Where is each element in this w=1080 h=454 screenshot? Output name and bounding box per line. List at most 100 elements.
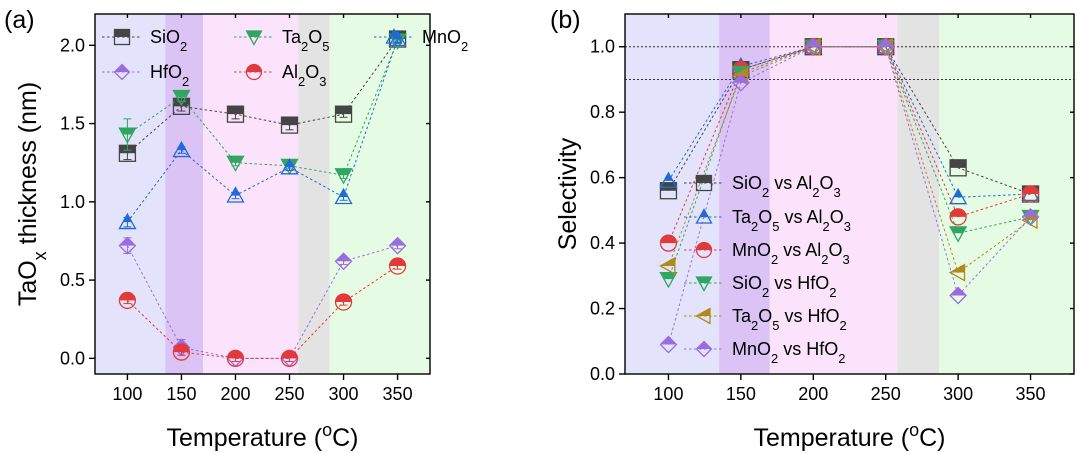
x-tick-label: 300 [329, 384, 359, 404]
x-tick-label: 250 [274, 384, 304, 404]
legend-label: HfO2 [150, 62, 189, 89]
data-point [280, 349, 299, 367]
x-axis-title: Temperature (oC) [166, 420, 358, 452]
data-point [280, 116, 299, 134]
data-point [731, 73, 750, 92]
data-point-fill [119, 128, 136, 135]
data-point [226, 349, 245, 367]
y-tick-label: 0.6 [590, 168, 615, 188]
data-point [949, 226, 968, 243]
series-line [667, 46, 1031, 280]
x-axis-title-main: Temperature ( [166, 424, 322, 452]
legend-label: SiO2 [150, 27, 187, 54]
x-tick-label: 200 [798, 384, 828, 404]
series-line [667, 46, 1031, 345]
data-point-fill [877, 38, 894, 47]
data-point [118, 212, 137, 230]
legend-label-part: SiO [150, 27, 180, 47]
y-axis-title-tail: thickness (nm) [14, 82, 42, 251]
background-band [95, 14, 166, 374]
x-tick-label: 300 [943, 384, 973, 404]
legend-label-part: vs HfO [779, 306, 839, 326]
legend-marker-fill [699, 209, 709, 217]
legend-label-part: O [308, 27, 322, 47]
y-axis-title-sub: x [30, 251, 50, 260]
data-point [659, 335, 678, 354]
legend-marker-fill [246, 31, 262, 37]
y-axis-title-main: Selectivity [554, 137, 582, 250]
data-point-fill [950, 226, 967, 234]
data-point [1021, 207, 1040, 226]
legend-item: Ta2O5 vs Al2O3 [684, 207, 851, 234]
data-point [334, 168, 353, 185]
legend-marker-fill [389, 29, 399, 37]
data-point [948, 263, 966, 282]
legend-label-part: 2 [838, 351, 845, 366]
y-tick-label: 2.0 [60, 35, 85, 55]
legend-marker-fill [246, 64, 262, 72]
data-point-fill [335, 253, 352, 262]
x-tick-label: 150 [166, 384, 196, 404]
legend-label-part: 2 [771, 252, 778, 267]
data-point [949, 286, 968, 305]
data-point-fill [285, 159, 294, 168]
legend-marker-fill [696, 175, 712, 183]
data-point [280, 158, 299, 175]
series-line [127, 265, 398, 359]
background-band [769, 14, 898, 374]
x-tick-label: 150 [726, 384, 756, 404]
legend-label-part: O [828, 240, 842, 260]
legend-label-part: 2 [751, 318, 758, 333]
legend-marker [385, 28, 403, 44]
data-point-fill [281, 350, 298, 359]
legend-label: Ta2O5 [282, 27, 329, 54]
legend-label-part: SiO [732, 173, 762, 193]
legend-marker [113, 63, 131, 81]
data-point-fill [335, 294, 352, 302]
x-tick-label: 200 [220, 384, 250, 404]
data-point [388, 236, 407, 255]
legend-marker-fill [696, 341, 712, 349]
legend-label: MnO2 vs Al2O3 [732, 240, 850, 267]
x-axis-title-tail: C) [919, 424, 945, 452]
legend-label-part: Ta [282, 27, 302, 47]
legend-label-part: 2 [182, 74, 189, 89]
data-point-fill [231, 187, 240, 196]
legend-label-part: HfO [150, 62, 182, 82]
legend-marker [695, 174, 713, 192]
legend-label-part: 3 [319, 74, 326, 89]
x-axis-title-sup: o [909, 420, 919, 440]
legend-label-part: 3 [842, 252, 849, 267]
data-point [226, 155, 245, 173]
legend-marker [245, 30, 263, 46]
legend-marker-fill [114, 29, 130, 37]
x-axis-title-main: Temperature ( [753, 424, 909, 452]
data-point-fill [335, 106, 352, 115]
data-point [226, 105, 245, 123]
legend-label-part: O [758, 306, 772, 326]
legend-label: MnO2 [422, 27, 468, 54]
legend-label: Ta2O5 vs HfO2 [732, 306, 847, 333]
panel-label: (a) [4, 6, 35, 34]
legend-label-part: 2 [298, 74, 305, 89]
x-tick-label: 350 [1016, 384, 1046, 404]
background-band [897, 14, 940, 374]
legend-label-part: 5 [772, 219, 779, 234]
data-point-fill [805, 38, 822, 47]
data-point-fill [389, 258, 406, 266]
legend-label-part: O [819, 173, 833, 193]
legend-marker [695, 208, 713, 224]
legend-marker [113, 28, 131, 46]
data-point [949, 208, 967, 226]
y-axis-title: TaOx thickness (nm) [14, 82, 50, 306]
data-point [659, 234, 678, 252]
legend-label: Ta2O5 vs Al2O3 [732, 207, 851, 234]
legend-item: Ta2O5 [234, 27, 329, 54]
legend-item: SiO2 vs HfO2 [684, 273, 836, 300]
x-axis-title: Temperature (oC) [753, 420, 945, 452]
data-point-fill [227, 350, 244, 359]
data-point [659, 171, 678, 188]
legend-label-part: 3 [844, 219, 851, 234]
legend-label-part: 2 [751, 219, 758, 234]
